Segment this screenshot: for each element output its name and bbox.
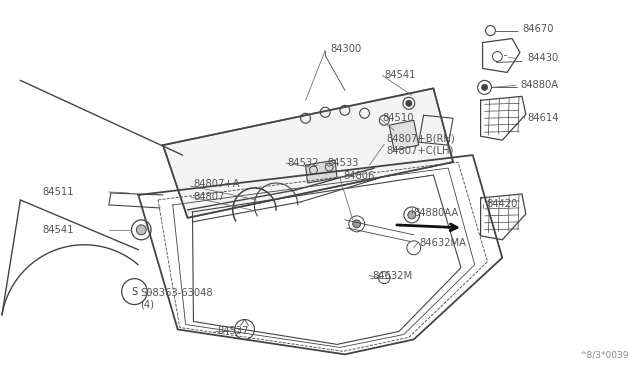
Circle shape bbox=[406, 100, 412, 106]
Text: 84510: 84510 bbox=[382, 113, 414, 123]
Text: 84541: 84541 bbox=[384, 70, 416, 80]
Text: 84541: 84541 bbox=[42, 225, 74, 235]
Text: 84880A: 84880A bbox=[520, 80, 558, 90]
Polygon shape bbox=[305, 160, 337, 183]
Polygon shape bbox=[389, 120, 419, 150]
Circle shape bbox=[408, 211, 416, 219]
Circle shape bbox=[353, 220, 360, 228]
Text: 84537: 84537 bbox=[217, 327, 248, 336]
Text: 84300: 84300 bbox=[330, 44, 362, 54]
Text: 84533: 84533 bbox=[327, 158, 358, 168]
Text: 84614: 84614 bbox=[528, 113, 559, 123]
Text: S: S bbox=[131, 286, 138, 296]
Text: 84632M: 84632M bbox=[372, 271, 413, 280]
Text: 84807+C(LH): 84807+C(LH) bbox=[386, 145, 454, 155]
Text: (4): (4) bbox=[140, 299, 154, 310]
Text: 84532: 84532 bbox=[288, 158, 319, 168]
Circle shape bbox=[482, 84, 488, 90]
Circle shape bbox=[136, 225, 147, 235]
Polygon shape bbox=[163, 89, 453, 218]
Text: 84807: 84807 bbox=[193, 192, 225, 202]
Text: 84807+B(RH): 84807+B(RH) bbox=[386, 133, 455, 143]
Text: 84420: 84420 bbox=[486, 199, 518, 209]
Text: 84430: 84430 bbox=[528, 54, 559, 64]
Text: 84807+A: 84807+A bbox=[193, 179, 240, 189]
Text: ^8/3*0039: ^8/3*0039 bbox=[579, 351, 628, 360]
Text: 84511: 84511 bbox=[42, 187, 74, 197]
Text: 84670: 84670 bbox=[522, 23, 554, 33]
Text: S08363-63048: S08363-63048 bbox=[140, 288, 213, 298]
Text: 84806: 84806 bbox=[343, 171, 374, 181]
Text: 84880AA: 84880AA bbox=[413, 208, 459, 218]
Text: 84632MA: 84632MA bbox=[420, 238, 467, 248]
